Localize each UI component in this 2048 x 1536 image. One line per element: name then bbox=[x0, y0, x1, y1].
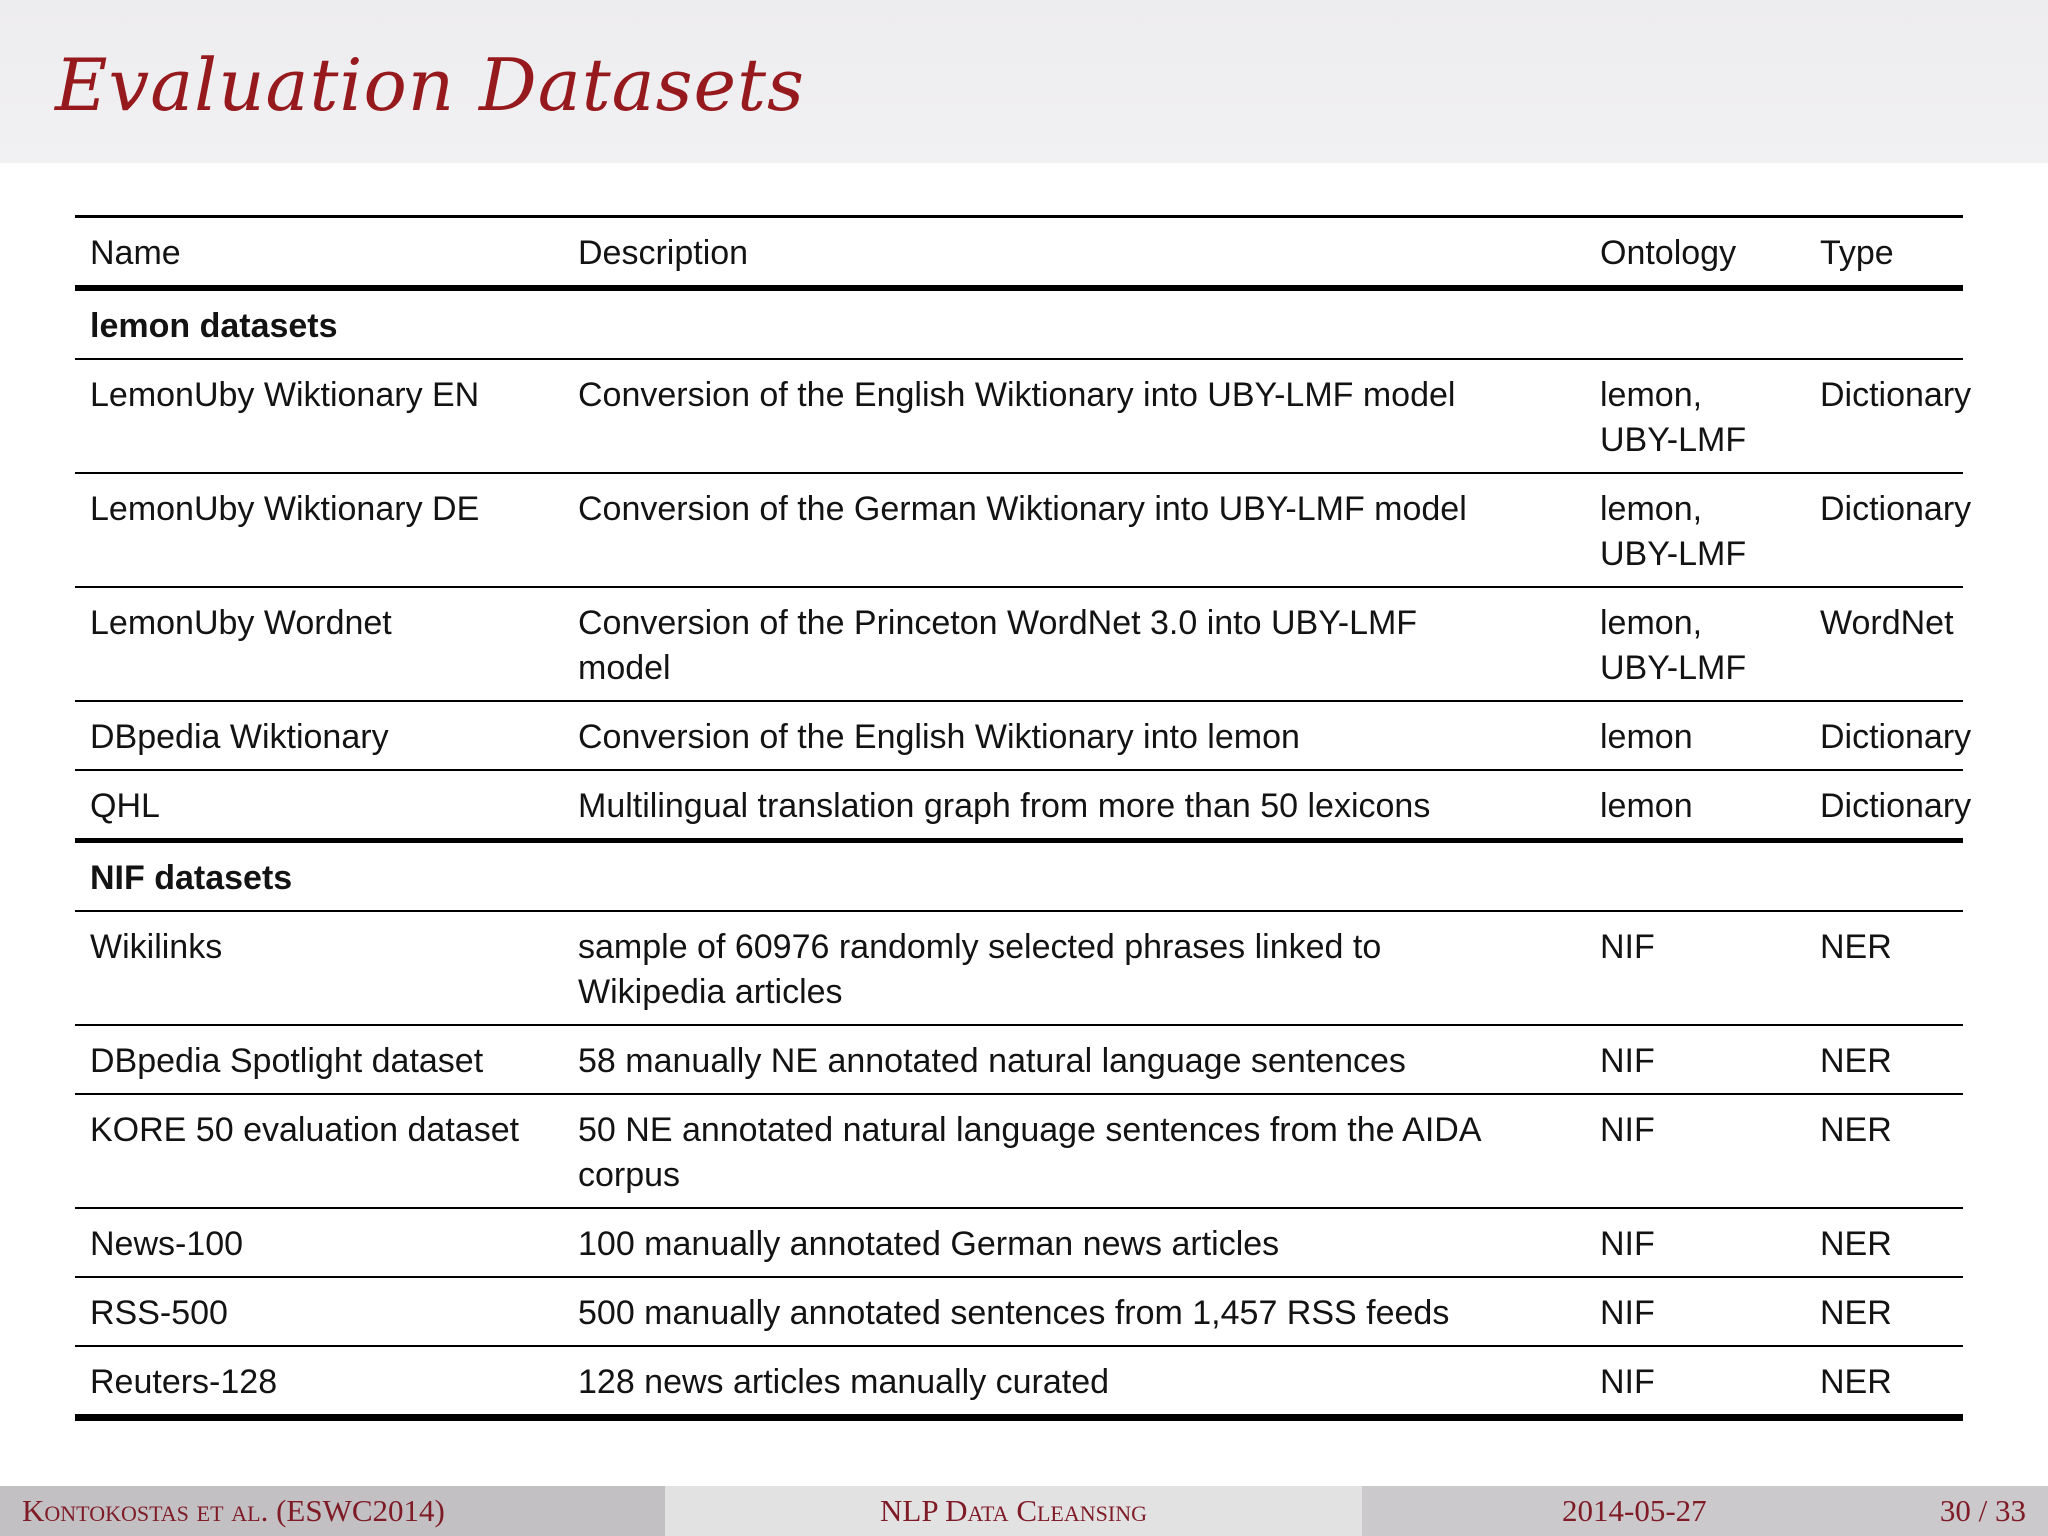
table-row: KORE 50 evaluation dataset 50 NE annotat… bbox=[75, 1094, 1963, 1208]
datasets-table: Name Description Ontology Type lemon dat… bbox=[75, 215, 1972, 1421]
slide-title: Evaluation Datasets bbox=[55, 42, 806, 127]
table-row: DBpedia Spotlight dataset 58 manually NE… bbox=[75, 1025, 1963, 1094]
cell-ontology: lemon bbox=[1600, 787, 1693, 825]
cell-description: 100 manually annotated German news artic… bbox=[578, 1225, 1280, 1263]
table-body: lemon datasets LemonUby Wiktionary EN Co… bbox=[75, 288, 1972, 1418]
table-row: News-100 100 manually annotated German n… bbox=[75, 1208, 1963, 1277]
footer-page-number: 30 / 33 bbox=[1939, 1493, 2026, 1528]
cell-name: KORE 50 evaluation dataset bbox=[90, 1111, 520, 1149]
cell-type: Dictionary bbox=[1820, 718, 1972, 756]
cell-type: Dictionary bbox=[1820, 490, 1972, 528]
footer-authors: Kontokostas et al. (ESWC2014) bbox=[0, 1486, 665, 1536]
cell-name: QHL bbox=[90, 787, 160, 825]
section-label: lemon datasets bbox=[90, 307, 338, 345]
cell-type: Dictionary bbox=[1820, 787, 1972, 825]
table-row: LemonUby Wiktionary DE Conversion of the… bbox=[75, 473, 1972, 587]
cell-name: News-100 bbox=[90, 1225, 244, 1263]
footer-date: 2014-05-27 bbox=[1562, 1493, 1707, 1528]
cell-description: Multilingual translation graph from more… bbox=[578, 787, 1431, 825]
column-header-type: Type bbox=[1820, 234, 1894, 272]
table-section-row: NIF datasets bbox=[75, 841, 1963, 911]
cell-ontology: NIF bbox=[1600, 1042, 1655, 1080]
cell-name: LemonUby Wiktionary DE bbox=[90, 490, 480, 528]
cell-name: Reuters-128 bbox=[90, 1363, 278, 1401]
cell-ontology: NIF bbox=[1600, 1111, 1655, 1149]
footer-talk-title: NLP Data Cleansing bbox=[665, 1486, 1362, 1536]
cell-name: DBpedia Wiktionary bbox=[90, 718, 389, 756]
cell-description: Conversion of the Princeton WordNet 3.0 … bbox=[578, 604, 1418, 687]
cell-type: NER bbox=[1820, 928, 1892, 966]
cell-ontology: NIF bbox=[1600, 1294, 1655, 1332]
slide-title-bar: Evaluation Datasets bbox=[0, 0, 2048, 163]
cell-ontology: lemon, UBY-LMF bbox=[1600, 490, 1747, 573]
cell-type: NER bbox=[1820, 1225, 1892, 1263]
cell-type: Dictionary bbox=[1820, 376, 1972, 414]
cell-description: Conversion of the English Wiktionary int… bbox=[578, 718, 1300, 756]
cell-name: LemonUby Wiktionary EN bbox=[90, 376, 480, 414]
cell-ontology: NIF bbox=[1600, 928, 1655, 966]
cell-type: NER bbox=[1820, 1294, 1892, 1332]
cell-description: 58 manually NE annotated natural languag… bbox=[578, 1042, 1406, 1080]
table-row: RSS-500 500 manually annotated sentences… bbox=[75, 1277, 1963, 1346]
cell-name: LemonUby Wordnet bbox=[90, 604, 392, 642]
table-row: LemonUby Wordnet Conversion of the Princ… bbox=[75, 587, 1963, 701]
cell-ontology: NIF bbox=[1600, 1363, 1655, 1401]
table-row: LemonUby Wiktionary EN Conversion of the… bbox=[75, 359, 1972, 473]
cell-description: 50 NE annotated natural language sentenc… bbox=[578, 1111, 1480, 1194]
table-row: Wikilinks sample of 60976 randomly selec… bbox=[75, 911, 1963, 1025]
cell-ontology: NIF bbox=[1600, 1225, 1655, 1263]
cell-description: 128 news articles manually curated bbox=[578, 1363, 1110, 1401]
cell-type: NER bbox=[1820, 1111, 1892, 1149]
cell-description: Conversion of the German Wiktionary into… bbox=[578, 490, 1467, 528]
cell-name: DBpedia Spotlight dataset bbox=[90, 1042, 484, 1080]
column-header-ontology: Ontology bbox=[1600, 234, 1737, 272]
table-row: DBpedia Wiktionary Conversion of the Eng… bbox=[75, 701, 1972, 770]
cell-ontology: lemon, UBY-LMF bbox=[1600, 604, 1747, 687]
footer-right-segment: 2014-05-27 30 / 33 bbox=[1362, 1486, 2048, 1536]
table-row: Reuters-128 128 news articles manually c… bbox=[75, 1346, 1963, 1418]
cell-description: sample of 60976 randomly selected phrase… bbox=[578, 928, 1382, 1011]
cell-type: WordNet bbox=[1820, 604, 1954, 642]
cell-name: RSS-500 bbox=[90, 1294, 228, 1332]
column-header-description: Description bbox=[578, 234, 749, 272]
cell-type: NER bbox=[1820, 1042, 1892, 1080]
footline: Kontokostas et al. (ESWC2014) NLP Data C… bbox=[0, 1486, 2048, 1536]
datasets-table-container: Name Description Ontology Type lemon dat… bbox=[75, 215, 1972, 1421]
column-header-name: Name bbox=[90, 234, 181, 272]
cell-name: Wikilinks bbox=[90, 928, 223, 966]
table-row: QHL Multilingual translation graph from … bbox=[75, 770, 1972, 841]
cell-description: 500 manually annotated sentences from 1,… bbox=[578, 1294, 1450, 1332]
cell-ontology: lemon, UBY-LMF bbox=[1600, 376, 1747, 459]
cell-type: NER bbox=[1820, 1363, 1892, 1401]
table-section-row: lemon datasets bbox=[75, 288, 1963, 359]
cell-description: Conversion of the English Wiktionary int… bbox=[578, 376, 1456, 414]
section-label: NIF datasets bbox=[90, 859, 293, 897]
table-header-row: Name Description Ontology Type bbox=[75, 217, 1963, 288]
cell-ontology: lemon bbox=[1600, 718, 1693, 756]
